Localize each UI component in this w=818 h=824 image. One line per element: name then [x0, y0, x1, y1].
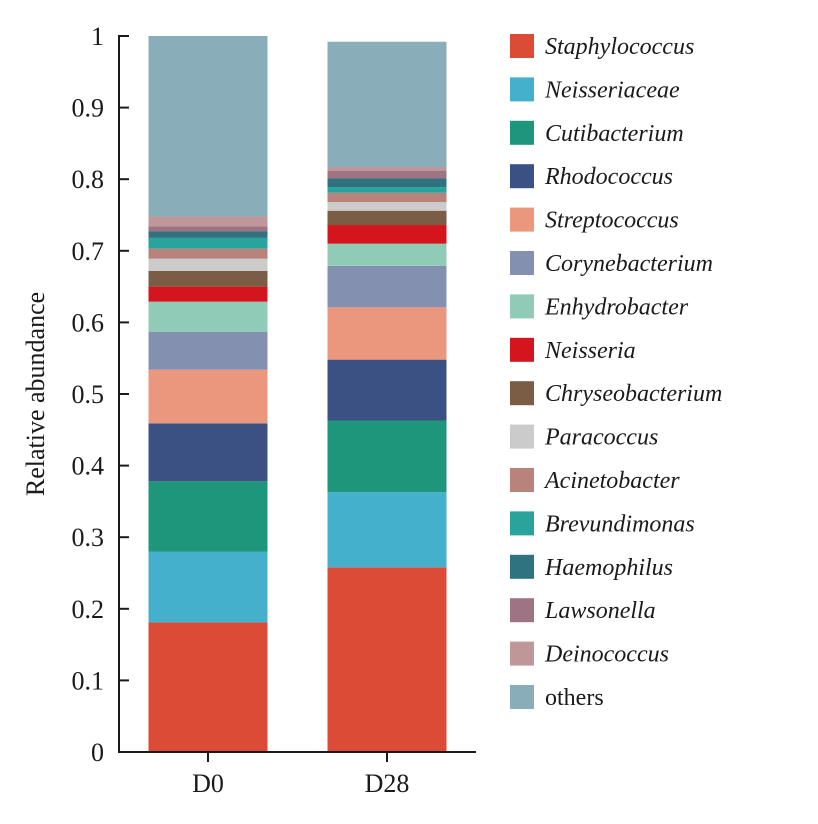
legend-label-lawsonella: Lawsonella — [544, 598, 656, 624]
legend-swatch-paracoccus — [510, 424, 534, 449]
y-tick-label: 0.6 — [72, 308, 105, 337]
legend-label-streptococcus: Streptococcus — [545, 208, 679, 234]
legend-label-brevundimonas: Brevundimonas — [545, 511, 695, 537]
legend-label-others: others — [545, 685, 604, 711]
bar-segment-d0-neisseria — [148, 286, 268, 302]
legend-swatch-acinetobacter — [510, 468, 534, 492]
bar-segment-d0-haemophilus — [148, 231, 268, 238]
y-tick-label: 0.9 — [72, 94, 105, 123]
y-tick-label: 0.3 — [72, 523, 105, 552]
legend-swatch-neisseriaceae — [510, 77, 534, 102]
bar-segment-d28-rhodococcus — [327, 359, 447, 421]
bar-segment-d0-deinococcus — [148, 216, 268, 227]
bar-segment-d0-neisseriaceae — [148, 551, 268, 623]
legend-swatch-brevundimonas — [510, 511, 534, 536]
axes-layer: 0 0.1 0.2 0.3 0.4 0.5 0.6 0.7 0.8 0.9 1 D0 D28 — [72, 22, 476, 798]
bar-segment-d28-others — [327, 41, 447, 168]
bar-segment-d28-corynebacterium — [327, 265, 447, 308]
y-tick-label: 0 — [91, 738, 104, 767]
legend-swatch-staphylococcus — [510, 34, 534, 58]
legend-swatch-streptococcus — [510, 207, 534, 232]
bar-segment-d0-acinetobacter — [148, 248, 268, 259]
legend-swatch-chryseobacterium — [510, 381, 534, 406]
legend-swatch-haemophilus — [510, 554, 534, 579]
bar-segment-d28-staphylococcus — [327, 567, 447, 752]
legend-label-chryseobacterium: Chryseobacterium — [545, 381, 722, 407]
legend-label-rhodococcus: Rhodococcus — [544, 164, 673, 190]
bar-segment-d0-chryseobacterium — [148, 270, 268, 287]
legend-label-enhydrobacter: Enhydrobacter — [544, 294, 689, 320]
y-tick-label: 0.2 — [72, 595, 105, 624]
y-tick-label: 0.5 — [72, 380, 105, 409]
bar-segment-d28-neisseria — [327, 225, 447, 244]
bar-segment-d28-deinococcus — [327, 167, 447, 171]
legend-swatch-deinococcus — [510, 641, 534, 666]
bar-segment-d28-acinetobacter — [327, 192, 447, 203]
bar-segment-d28-paracoccus — [327, 202, 447, 211]
y-tick-label: 0.4 — [72, 452, 105, 481]
legend-swatch-lawsonella — [510, 598, 534, 623]
legend-swatch-others — [510, 685, 534, 709]
legend-swatch-rhodococcus — [510, 164, 534, 189]
legend-layer: Staphylococcus Neisseriaceae Cutibacterium… — [510, 34, 722, 711]
legend-label-paracoccus: Paracoccus — [544, 425, 658, 451]
bar-segment-d28-lawsonella — [327, 170, 447, 179]
bar-segment-d0-enhydrobacter — [148, 301, 268, 332]
bars-layer — [148, 36, 447, 752]
bar-segment-d28-cutibacterium — [327, 420, 447, 493]
y-tick-label: 0.1 — [72, 666, 105, 695]
y-tick-label: 1 — [91, 22, 104, 51]
legend-swatch-corynebacterium — [510, 251, 534, 275]
legend-label-corynebacterium: Corynebacterium — [545, 251, 713, 277]
y-axis-title: Relative abundance — [21, 292, 50, 496]
bar-segment-d28-brevundimonas — [327, 187, 447, 193]
legend-label-neisseria: Neisseria — [544, 338, 636, 364]
x-tick-label-d0: D0 — [192, 769, 224, 798]
legend-label-neisseriaceae: Neisseriaceae — [544, 77, 680, 103]
bar-segment-d0-lawsonella — [148, 226, 268, 232]
bar-segment-d28-streptococcus — [327, 307, 447, 360]
bar-segment-d0-paracoccus — [148, 258, 268, 271]
bar-segment-d28-haemophilus — [327, 178, 447, 188]
y-tick-label: 0.7 — [72, 237, 105, 266]
bar-segment-d0-streptococcus — [148, 369, 268, 424]
bar-segment-d0-brevundimonas — [148, 237, 268, 249]
bar-segment-d28-chryseobacterium — [327, 210, 447, 226]
legend-label-staphylococcus: Staphylococcus — [545, 34, 694, 60]
legend-swatch-enhydrobacter — [510, 294, 534, 319]
legend-label-haemophilus: Haemophilus — [544, 555, 673, 581]
y-tick-label: 0.8 — [72, 165, 105, 194]
bar-segment-d0-cutibacterium — [148, 481, 268, 552]
legend-label-cutibacterium: Cutibacterium — [545, 121, 684, 147]
bar-segment-d0-others — [148, 36, 268, 217]
bar-segment-d0-rhodococcus — [148, 423, 268, 482]
bar-segment-d0-corynebacterium — [148, 331, 268, 370]
legend-swatch-cutibacterium — [510, 120, 534, 145]
bar-segment-d0-staphylococcus — [148, 622, 268, 752]
legend-swatch-neisseria — [510, 337, 534, 362]
bar-segment-d28-enhydrobacter — [327, 243, 447, 266]
bar-segment-d28-neisseriaceae — [327, 492, 447, 568]
x-tick-label-d28: D28 — [365, 769, 410, 798]
legend-label-deinococcus: Deinococcus — [544, 642, 669, 668]
legend-label-acinetobacter: Acinetobacter — [543, 468, 680, 494]
